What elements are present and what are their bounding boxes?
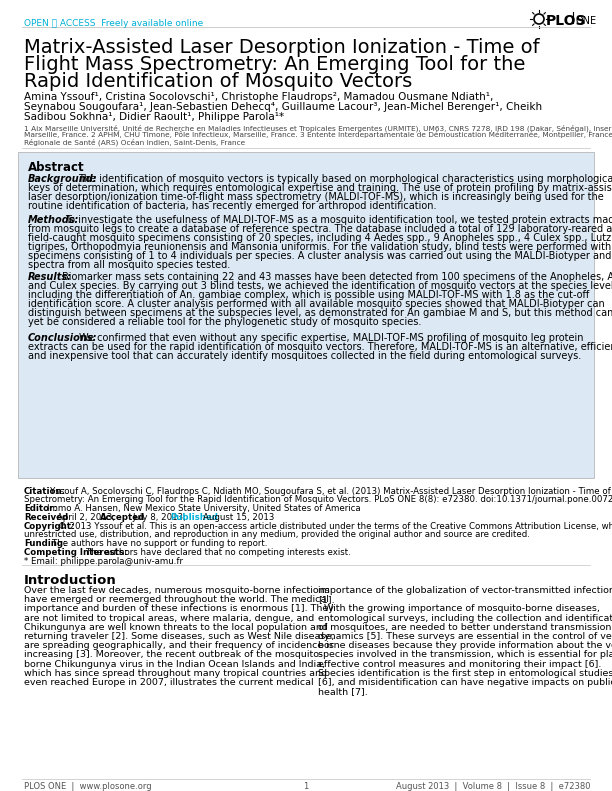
Text: Rapid Identification of Mosquito Vectors: Rapid Identification of Mosquito Vectors [24,72,412,91]
Text: Published: Published [170,513,218,522]
Text: which has since spread throughout many tropical countries and: which has since spread throughout many t… [24,669,327,678]
Text: To investigate the usefulness of MALDI-TOF-MS as a mosquito identification tool,: To investigate the usefulness of MALDI-T… [65,215,612,225]
Text: April 2, 2013;: April 2, 2013; [57,513,115,522]
Text: Received: Received [24,513,68,522]
Text: are not limited to tropical areas, where malaria, dengue, and: are not limited to tropical areas, where… [24,614,314,623]
Text: yet be considered a reliable tool for the phylogenetic study of mosquito species: yet be considered a reliable tool for th… [28,317,422,327]
Text: including the differentiation of An. gambiae complex, which is possible using MA: including the differentiation of An. gam… [28,290,589,300]
Text: PLOS ONE  |  www.plosone.org: PLOS ONE | www.plosone.org [24,782,152,791]
Text: Species identification is the first step in entomological studies: Species identification is the first step… [318,669,612,678]
Text: are spreading geographically, and their frequency of incidence is: are spreading geographically, and their … [24,642,334,650]
Text: The authors have no support or funding to report.: The authors have no support or funding t… [52,539,267,548]
Text: Flight Mass Spectrometry: An Emerging Tool for the: Flight Mass Spectrometry: An Emerging To… [24,55,525,74]
Text: Introduction: Introduction [24,574,117,587]
Text: PLOS: PLOS [546,14,586,28]
Text: Copyright:: Copyright: [24,522,75,531]
Text: OPEN ⚿ ACCESS  Freely available online: OPEN ⚿ ACCESS Freely available online [24,19,203,28]
Text: importance and burden of these infections is enormous [1]. They: importance and burden of these infection… [24,604,334,613]
Text: unrestricted use, distribution, and reproduction in any medium, provided the ori: unrestricted use, distribution, and repr… [24,530,530,539]
Text: distinguish between specimens at the subspecies level, as demonstrated for An ga: distinguish between specimens at the sub… [28,308,612,318]
Text: Sadibou Sokhna¹, Didier Raoult¹, Philippe Parola¹*: Sadibou Sokhna¹, Didier Raoult¹, Philipp… [24,112,284,122]
Text: Spectrometry: An Emerging Tool for the Rapid Identification of Mosquito Vectors.: Spectrometry: An Emerging Tool for the R… [24,495,612,504]
Text: August 2013  |  Volume 8  |  Issue 8  |  e72380: August 2013 | Volume 8 | Issue 8 | e7238… [395,782,590,791]
Text: The identification of mosquito vectors is typically based on morphological chara: The identification of mosquito vectors i… [78,174,612,184]
Text: returning traveler [2]. Some diseases, such as West Nile disease,: returning traveler [2]. Some diseases, s… [24,632,334,641]
Text: © 2013 Yssouf et al. This is an open-access article distributed under the terms : © 2013 Yssouf et al. This is an open-acc… [58,522,612,531]
FancyBboxPatch shape [18,152,594,478]
Text: routine identification of bacteria, has recently emerged for arthropod identific: routine identification of bacteria, has … [28,201,436,211]
Text: effective control measures and monitoring their impact [6].: effective control measures and monitorin… [318,660,602,668]
Text: ONE: ONE [575,16,596,26]
Text: even reached Europe in 2007, illustrates the current medical: even reached Europe in 2007, illustrates… [24,678,313,687]
Text: have emerged or reemerged throughout the world. The medical: have emerged or reemerged throughout the… [24,595,329,604]
Text: and inexpensive tool that can accurately identify mosquitoes collected in the fi: and inexpensive tool that can accurately… [28,351,581,361]
Text: * Email: philippe.parola@univ-amu.fr: * Email: philippe.parola@univ-amu.fr [24,557,183,566]
Text: Marseille, France. 2 APHM, CHU Timone, Pôle Infectieux, Marseille, France. 3 Ent: Marseille, France. 2 APHM, CHU Timone, P… [24,131,612,138]
Text: Biomarker mass sets containing 22 and 43 masses have been detected from 100 spec: Biomarker mass sets containing 22 and 43… [62,272,612,282]
Text: Abstract: Abstract [28,161,84,174]
Text: specimens consisting of 1 to 4 individuals per species. A cluster analysis was c: specimens consisting of 1 to 4 individua… [28,251,612,261]
Text: Yssouf A, Socolovschi C, Flaudrops C, Ndiath MO, Sougoufara S, et al. (2013) Mat: Yssouf A, Socolovschi C, Flaudrops C, Nd… [50,487,612,496]
Text: Chikungunya are well known threats to the local population and: Chikungunya are well known threats to th… [24,623,328,632]
Text: Citation:: Citation: [24,487,66,496]
Text: Conclusions:: Conclusions: [28,333,97,343]
Text: of mosquitoes, are needed to better understand transmission: of mosquitoes, are needed to better unde… [318,623,611,632]
Text: 1 Aix Marseille Université, Unité de Recherche en Maladies Infectieuses et Tropi: 1 Aix Marseille Université, Unité de Rec… [24,124,612,131]
Text: The authors have declared that no competing interests exist.: The authors have declared that no compet… [86,548,351,557]
Text: Editor:: Editor: [24,504,57,513]
Text: laser desorption/ionization time-of-flight mass spectrometry (MALDI-TOF-MS), whi: laser desorption/ionization time-of-flig… [28,192,604,202]
Text: field-caught mosquito specimens consisting of 20 species, including 4 Aedes spp.: field-caught mosquito specimens consisti… [28,233,612,243]
Text: July 8, 2013;: July 8, 2013; [132,513,186,522]
Text: dynamics [5]. These surveys are essential in the control of vector-: dynamics [5]. These surveys are essentia… [318,632,612,641]
Text: Background:: Background: [28,174,98,184]
Text: Results:: Results: [28,272,72,282]
Text: Régionale de Santé (ARS) Océan Indien, Saint-Denis, France: Régionale de Santé (ARS) Océan Indien, S… [24,138,245,146]
Text: Over the last few decades, numerous mosquito-borne infections: Over the last few decades, numerous mosq… [24,586,330,595]
Text: Funding:: Funding: [24,539,67,548]
Text: from mosquito legs to create a database of reference spectra. The database inclu: from mosquito legs to create a database … [28,224,612,234]
Text: borne Chikungunya virus in the Indian Ocean Islands and India,: borne Chikungunya virus in the Indian Oc… [24,660,325,668]
Text: Methods:: Methods: [28,215,80,225]
Text: [6], and misidentification can have negative impacts on public: [6], and misidentification can have nega… [318,678,612,687]
Text: borne diseases because they provide information about the vector: borne diseases because they provide info… [318,642,612,650]
Text: Seynabou Sougoufara¹, Jean-Sebastien Dehecq⁴, Guillaume Lacour³, Jean-Michel Ber: Seynabou Sougoufara¹, Jean-Sebastien Deh… [24,102,542,112]
Text: Amina Yssouf¹, Cristina Socolovschi¹, Christophe Flaudrops², Mamadou Ousmane Ndi: Amina Yssouf¹, Cristina Socolovschi¹, Ch… [24,92,493,102]
Text: spectra from all mosquito species tested.: spectra from all mosquito species tested… [28,260,230,270]
Text: Immo A. Hansen, New Mexico State University, United States of America: Immo A. Hansen, New Mexico State Univers… [47,504,360,513]
Text: and Culex species. By carrying out 3 blind tests, we achieved the identification: and Culex species. By carrying out 3 bli… [28,281,612,291]
Text: entomological surveys, including the collection and identification: entomological surveys, including the col… [318,614,612,623]
Text: identification score. A cluster analysis performed with all available mosquito s: identification score. A cluster analysis… [28,299,605,309]
Text: species involved in the transmission, which is essential for planning: species involved in the transmission, wh… [318,650,612,660]
Text: Accepted: Accepted [100,513,145,522]
Text: extracts can be used for the rapid identification of mosquito vectors. Therefore: extracts can be used for the rapid ident… [28,342,612,352]
Text: We confirmed that even without any specific expertise, MALDI-TOF-MS profiling of: We confirmed that even without any speci… [79,333,583,343]
Text: [1].: [1]. [318,595,335,604]
Text: keys of determination, which requires entomological expertise and training. The : keys of determination, which requires en… [28,183,612,193]
Text: August 15, 2013: August 15, 2013 [203,513,274,522]
Text: Matrix-Assisted Laser Desorption Ionization - Time of: Matrix-Assisted Laser Desorption Ionizat… [24,38,540,57]
Text: Competing Interests:: Competing Interests: [24,548,127,557]
Text: 1: 1 [304,782,308,791]
Text: tigripes, Orthopodmyia reunionensis and Mansonia uniformis. For the validation s: tigripes, Orthopodmyia reunionensis and … [28,242,612,252]
Text: With the growing importance of mosquito-borne diseases,: With the growing importance of mosquito-… [318,604,600,613]
Text: importance of the globalization of vector-transmitted infections: importance of the globalization of vecto… [318,586,612,595]
Text: increasing [3]. Moreover, the recent outbreak of the mosquito-: increasing [3]. Moreover, the recent out… [24,650,323,660]
Text: health [7].: health [7]. [318,687,368,696]
